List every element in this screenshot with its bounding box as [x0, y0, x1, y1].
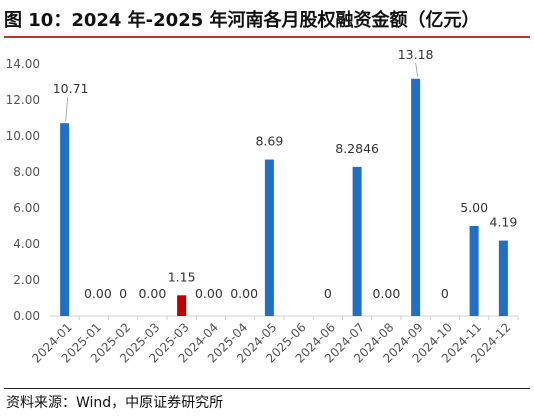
- data-label: 0.00: [195, 286, 223, 301]
- y-tick-label: 14.00: [6, 57, 40, 71]
- bar: [352, 166, 362, 316]
- data-label: 5.00: [460, 200, 488, 215]
- data-label: 0: [441, 286, 449, 301]
- data-label: 0.00: [230, 286, 258, 301]
- data-label: 13.18: [398, 47, 434, 62]
- leader-line: [415, 62, 419, 77]
- data-label: 0: [324, 286, 332, 301]
- data-label: 8.2846: [335, 141, 379, 156]
- data-label: 10.71: [53, 81, 89, 96]
- data-label: 0: [119, 286, 127, 301]
- figure-title-bar: 图 10：2024 年-2025 年河南各月股权融资金额（亿元）: [4, 2, 530, 38]
- data-label: 0.00: [138, 286, 166, 301]
- source-note: 资料来源：Wind，中原证券研究所: [6, 395, 224, 411]
- figure-title: 图 10：2024 年-2025 年河南各月股权融资金额（亿元）: [4, 10, 480, 31]
- bar: [498, 240, 508, 316]
- leader-line: [65, 97, 69, 122]
- y-tick-label: 6.00: [13, 201, 40, 215]
- data-label: 0.00: [372, 286, 400, 301]
- source-bar: 资料来源：Wind，中原证券研究所: [4, 388, 530, 415]
- data-label: 1.15: [168, 269, 196, 284]
- bar: [177, 295, 187, 316]
- y-tick-label: 0.00: [13, 309, 40, 323]
- bar-chart: 0.00 2.00 4.00 6.00 8.00 10.00 12.00 14.00 10.71…: [6, 47, 519, 366]
- y-tick-label: 2.00: [13, 273, 40, 287]
- data-label: 4.19: [489, 215, 517, 230]
- bar: [264, 159, 274, 316]
- y-tick-label: 12.00: [6, 93, 40, 107]
- bar: [469, 226, 479, 316]
- bar: [60, 123, 70, 316]
- y-tick-label: 8.00: [13, 165, 40, 179]
- y-tick-label: 10.00: [6, 129, 40, 143]
- data-label: 0.00: [84, 286, 112, 301]
- bar: [411, 78, 421, 316]
- data-label: 8.69: [255, 134, 283, 149]
- y-tick-label: 4.00: [13, 237, 40, 251]
